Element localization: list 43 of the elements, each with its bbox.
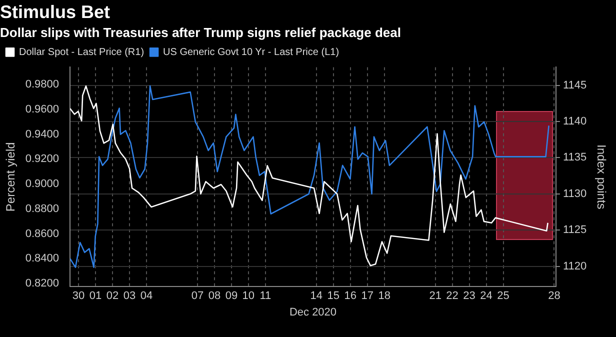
y2-tick-label: 1125 xyxy=(562,224,587,236)
y-tick-label: 0.8600 xyxy=(25,228,60,240)
x-tick-label: 11 xyxy=(260,290,272,302)
y2-tick-label: 1120 xyxy=(562,260,587,272)
y-axis-title: Percent yield xyxy=(4,142,18,212)
x-tick-label: 01 xyxy=(89,290,102,302)
y-tick-label: 0.8200 xyxy=(25,278,60,290)
chart-title: Stimulus Bet xyxy=(0,2,110,22)
y-tick-label: 0.9800 xyxy=(25,78,60,91)
y-tick-label: 0.8400 xyxy=(25,252,60,265)
y-tick-label: 0.9000 xyxy=(25,178,60,190)
y2-axis-title: Index points xyxy=(594,144,608,210)
x-tick-label: 22 xyxy=(446,290,458,302)
x-tick-label: 23 xyxy=(463,290,476,302)
x-tick-label: 15 xyxy=(327,290,340,302)
x-tick-label: 04 xyxy=(140,290,153,302)
x-tick-label: 17 xyxy=(361,290,374,302)
y-tick-label: 0.9200 xyxy=(25,153,60,166)
x-tick-label: 28 xyxy=(548,290,560,302)
x-tick-label: 25 xyxy=(497,290,510,302)
x-tick-label: 14 xyxy=(310,290,323,302)
x-tick-label: 21 xyxy=(429,290,442,302)
x-tick-label: 09 xyxy=(225,290,238,302)
legend-label: US Generic Govt 10 Yr - Last Price (L1) xyxy=(163,46,340,58)
legend-label: Dollar Spot - Last Price (R1) xyxy=(19,46,144,58)
x-tick-label: 02 xyxy=(106,290,119,302)
y2-tick-label: 1130 xyxy=(562,188,587,200)
x-tick-label: 30 xyxy=(72,290,85,302)
x-tick-label: 10 xyxy=(242,290,255,302)
x-tick-label: 18 xyxy=(378,290,390,302)
x-tick-label: 16 xyxy=(344,290,356,302)
y2-tick-label: 1135 xyxy=(562,152,587,164)
x-tick-label: 07 xyxy=(191,290,204,302)
x-tick-label: 03 xyxy=(123,290,136,302)
x-tick-label: 08 xyxy=(208,290,221,302)
x-tick-label: 24 xyxy=(480,290,492,302)
x-axis-title: Dec 2020 xyxy=(289,306,337,318)
y2-tick-label: 1140 xyxy=(562,116,587,128)
y2-tick-label: 1145 xyxy=(562,79,587,92)
y-tick-label: 0.8800 xyxy=(25,202,60,215)
y-tick-label: 0.9600 xyxy=(25,103,60,116)
chart-subtitle: Dollar slips with Treasuries after Trump signs relief package deal xyxy=(0,24,401,40)
y-tick-label: 0.9400 xyxy=(25,128,60,140)
